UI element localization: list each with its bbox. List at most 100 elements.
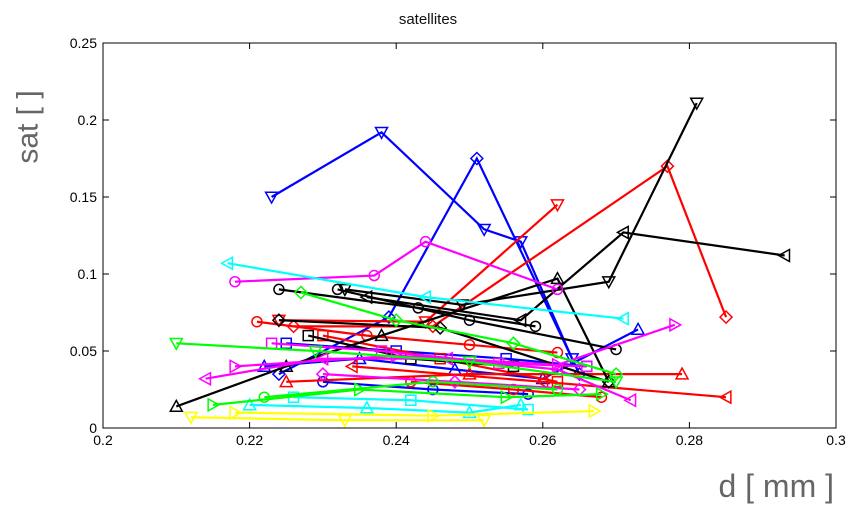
data-point [220,255,234,271]
series-14 [337,97,705,313]
x-tick-label: 0.28 [676,432,703,448]
series-line [234,240,558,291]
series-line [249,403,521,414]
series-line [227,262,624,320]
data-point [463,314,476,326]
series-line [234,409,595,417]
series-18 [331,283,622,356]
series-32 [183,411,492,428]
data-point [381,310,396,325]
data-point [608,376,624,390]
data-point [169,337,184,351]
series-16 [273,283,542,333]
data-point [315,351,329,366]
data-point [476,414,492,428]
data-point [718,389,732,405]
series-line [344,102,698,306]
series-31 [293,285,624,382]
data-point [273,283,285,296]
data-point [630,321,646,335]
axes-ticks: 0.2 0.22 0.24 0.26 0.28 0.3 0 0.05 0.1 0.15 0.2 0.2… [70,35,846,448]
data-point [405,376,417,388]
data-point [469,151,484,166]
data-point [447,374,462,389]
plot-series-group [169,97,791,428]
data-point [293,285,308,300]
data-point [427,376,439,388]
data-point [588,403,602,419]
data-point [317,376,329,388]
data-point [251,315,263,328]
data-point [198,371,212,386]
series-line [322,373,580,391]
data-point [359,400,375,414]
data-point [405,394,417,407]
data-point [229,359,243,374]
data-point [427,408,441,423]
series-line [176,342,617,383]
series-30 [258,376,564,403]
series-line [300,291,617,376]
data-point [718,310,734,325]
y-tick-label: 0.25 [70,35,97,51]
data-point [506,336,521,351]
y-tick-label: 0.05 [70,343,97,359]
x-tick-label: 0.2 [93,432,113,448]
data-point [331,283,344,296]
data-point [476,223,492,237]
series-29 [207,382,609,413]
y-tick-label: 0.2 [78,112,98,128]
y-tick-label: 0 [89,420,97,436]
data-point [551,283,564,296]
data-point [419,235,432,248]
data-point [315,367,330,382]
x-tick-label: 0.22 [236,432,263,448]
data-point [551,383,564,396]
chart-title: satellites [398,11,458,28]
y-axis-label: sat [ ] [11,90,45,164]
series-line [271,342,587,368]
data-point [317,329,329,342]
data-point [389,313,404,328]
data-point [550,199,565,213]
data-point [242,397,257,411]
series-line [212,388,602,406]
data-point [609,367,624,382]
data-point [278,374,294,388]
data-point [500,389,514,405]
data-point [264,191,279,205]
series-line [293,396,529,411]
data-point [374,126,389,140]
data-point [417,289,432,305]
data-point [669,317,683,333]
data-point [549,362,564,377]
data-point [615,225,629,240]
data-point [522,403,534,416]
data-point [660,159,675,174]
data-point [286,319,301,334]
data-point [207,397,221,413]
data-point [183,411,199,425]
series-27 [287,391,534,416]
data-point [493,357,505,370]
data-point [462,366,477,380]
data-point [229,405,243,420]
x-tick-label: 0.3 [826,432,846,448]
series-line [271,130,574,360]
series-line [190,416,485,422]
series-line [366,231,785,322]
data-point [463,339,476,351]
series-line [286,373,683,383]
data-point [522,388,534,400]
y-axis-label-box: sat [ ] [11,90,54,164]
data-point [529,320,542,333]
data-point [169,398,184,412]
data-point [271,367,286,382]
data-point [601,276,617,290]
series-line [352,365,727,399]
x-tick-label: 0.26 [529,432,556,448]
series-line [337,288,617,351]
data-point [258,391,271,403]
data-point [623,393,637,408]
